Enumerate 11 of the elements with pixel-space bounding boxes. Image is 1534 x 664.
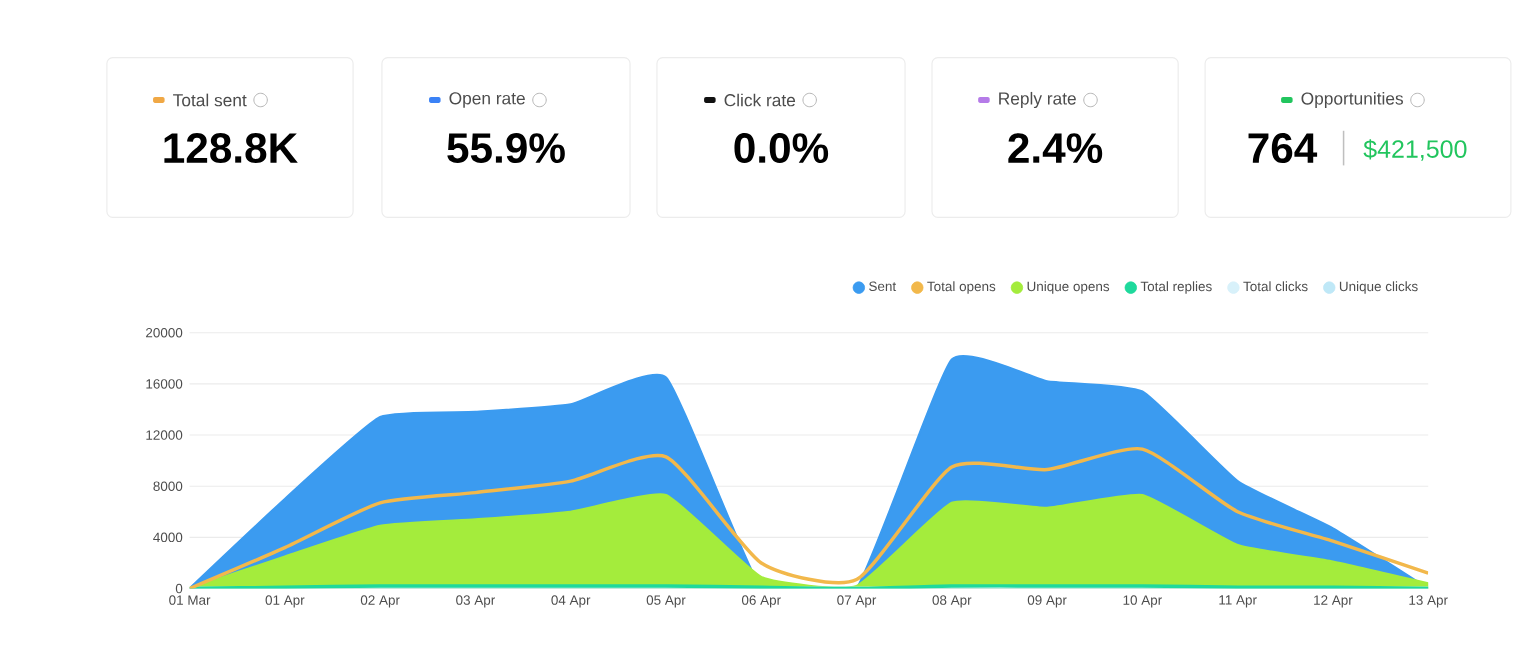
text: Click rate — [724, 93, 796, 107]
text: 0.0% — [734, 133, 829, 164]
text: Open rate — [449, 92, 525, 109]
text: 55.9% — [447, 133, 565, 164]
text: 764 — [1248, 133, 1318, 164]
text: Opportunities — [1301, 92, 1403, 109]
text: Reply rate — [999, 92, 1076, 109]
text: $421,500 — [1363, 139, 1467, 162]
text: Total sent — [173, 93, 247, 107]
text: 128.8K — [164, 133, 298, 164]
text: 2.4% — [1008, 133, 1103, 164]
